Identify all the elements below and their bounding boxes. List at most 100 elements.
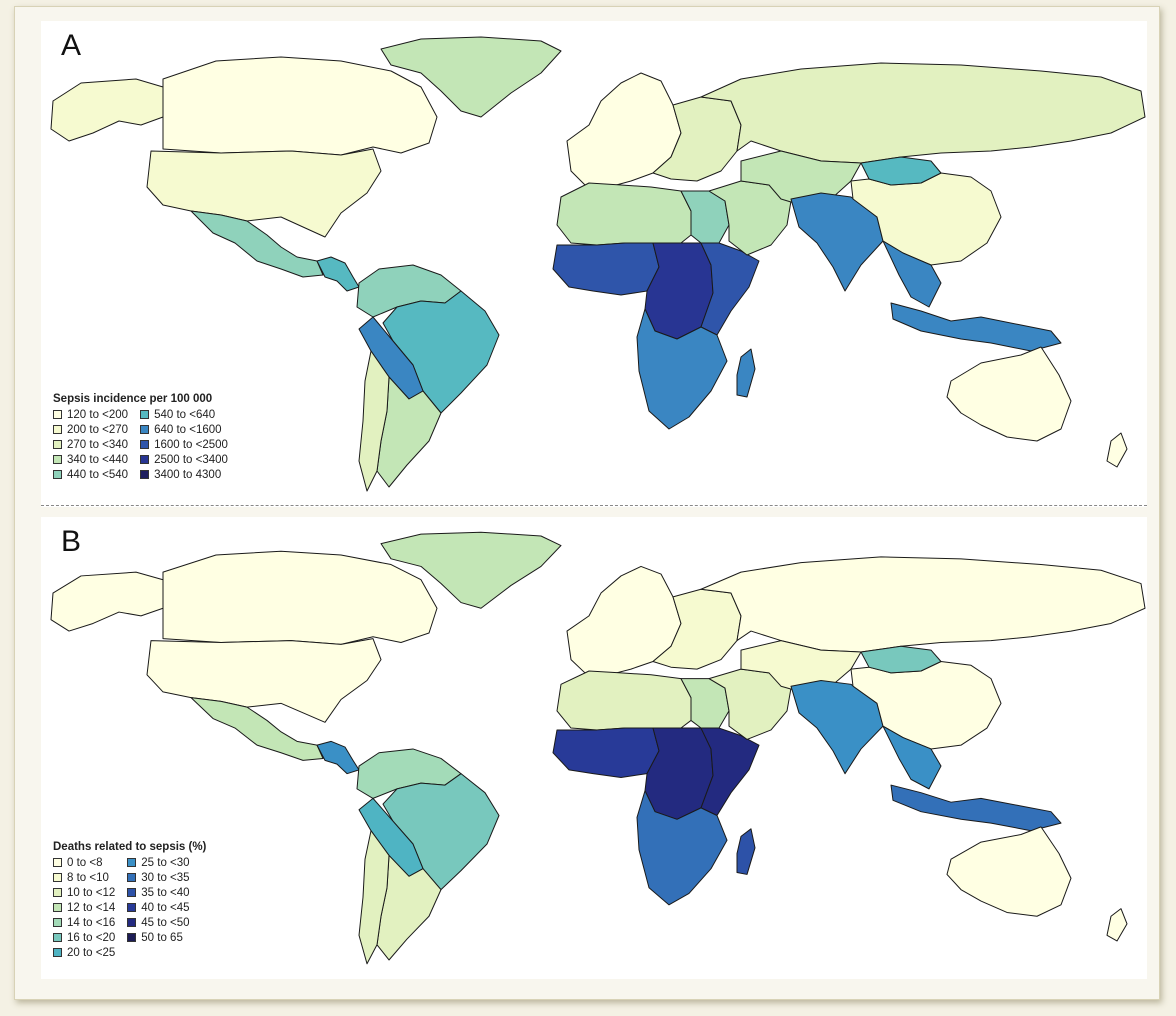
region-usa bbox=[147, 149, 381, 237]
region-new-zealand bbox=[1107, 433, 1127, 467]
legend-swatch bbox=[127, 873, 137, 882]
legend-swatch bbox=[140, 470, 150, 479]
legend-a: Sepsis incidence per 100 000 120 to <200… bbox=[53, 393, 228, 481]
legend-item: 200 to <270 bbox=[53, 423, 128, 436]
region-central-america bbox=[317, 257, 359, 291]
region-greenland bbox=[381, 37, 561, 117]
region-east-africa bbox=[701, 243, 759, 335]
legend-label: 2500 to <3400 bbox=[154, 453, 228, 466]
legend-label: 30 to <35 bbox=[141, 871, 190, 884]
region-usa bbox=[147, 639, 381, 723]
legend-label: 40 to <45 bbox=[141, 901, 190, 914]
legend-label: 340 to <440 bbox=[67, 453, 129, 466]
region-indonesia bbox=[891, 303, 1061, 351]
legend-swatch bbox=[127, 888, 137, 897]
region-north-africa bbox=[557, 183, 691, 245]
panel-b-letter: B bbox=[55, 525, 88, 559]
legend-label: 1600 to <2500 bbox=[154, 438, 228, 451]
legend-label: 14 to <16 bbox=[67, 916, 116, 929]
region-central-america bbox=[317, 741, 359, 773]
legend-swatch bbox=[53, 873, 62, 882]
legend-item: 30 to <35 bbox=[127, 871, 190, 884]
legend-swatch bbox=[127, 933, 137, 942]
legend-item: 340 to <440 bbox=[53, 453, 128, 466]
legend-swatch bbox=[140, 455, 150, 464]
legend-item: 120 to <200 bbox=[53, 408, 128, 421]
legend-item: 1600 to <2500 bbox=[140, 438, 228, 451]
legend-label: 540 to <640 bbox=[154, 408, 216, 421]
legend-b-title: Deaths related to sepsis (%) bbox=[53, 841, 207, 853]
region-new-zealand bbox=[1107, 909, 1127, 941]
legend-label: 0 to <8 bbox=[67, 856, 103, 869]
legend-label: 20 to <25 bbox=[67, 946, 116, 959]
region-greenland bbox=[381, 532, 561, 608]
region-south-asia bbox=[791, 681, 883, 774]
region-southeast-asia bbox=[883, 241, 941, 307]
region-madagascar bbox=[737, 349, 755, 397]
legend-label: 16 to <20 bbox=[67, 931, 116, 944]
region-southern-africa bbox=[637, 791, 727, 905]
region-east-africa bbox=[701, 728, 759, 815]
legend-swatch bbox=[140, 425, 150, 434]
legend-item: 440 to <540 bbox=[53, 468, 128, 481]
legend-item: 8 to <10 bbox=[53, 871, 115, 884]
legend-item: 640 to <1600 bbox=[140, 423, 228, 436]
legend-swatch bbox=[53, 948, 62, 957]
region-alaska bbox=[51, 79, 163, 141]
legend-swatch bbox=[140, 440, 150, 449]
legend-swatch bbox=[127, 858, 137, 867]
legend-item: 45 to <50 bbox=[127, 916, 190, 929]
legend-label: 45 to <50 bbox=[141, 916, 190, 929]
region-mongolia bbox=[861, 646, 941, 673]
region-madagascar bbox=[737, 829, 755, 875]
region-australia bbox=[947, 347, 1071, 441]
legend-swatch bbox=[127, 918, 137, 927]
region-russia bbox=[701, 63, 1145, 163]
legend-swatch bbox=[53, 470, 62, 479]
legend-item: 40 to <45 bbox=[127, 901, 190, 914]
legend-label: 440 to <540 bbox=[67, 468, 129, 481]
legend-item: 20 to <25 bbox=[53, 946, 115, 959]
legend-swatch bbox=[53, 918, 62, 927]
legend-item: 50 to 65 bbox=[127, 931, 189, 944]
legend-label: 50 to 65 bbox=[141, 931, 183, 944]
world-map-b bbox=[41, 517, 1147, 979]
legend-item: 10 to <12 bbox=[53, 886, 115, 899]
legend-label: 200 to <270 bbox=[67, 423, 129, 436]
legend-swatch bbox=[140, 410, 150, 419]
region-south-asia bbox=[791, 193, 883, 291]
world-map-a bbox=[41, 21, 1147, 507]
legend-label: 3400 to 4300 bbox=[154, 468, 222, 481]
legend-swatch bbox=[53, 425, 62, 434]
region-chile bbox=[359, 831, 389, 964]
region-mongolia bbox=[861, 157, 941, 185]
legend-label: 640 to <1600 bbox=[154, 423, 222, 436]
region-north-africa bbox=[557, 671, 691, 730]
legend-label: 10 to <12 bbox=[67, 886, 116, 899]
region-chile bbox=[359, 351, 389, 491]
legend-item: 16 to <20 bbox=[53, 931, 115, 944]
legend-swatch bbox=[53, 888, 62, 897]
legend-b: Deaths related to sepsis (%) 0 to <8 8 to… bbox=[53, 841, 206, 959]
legend-a-title: Sepsis incidence per 100 000 bbox=[53, 393, 213, 405]
region-southern-africa bbox=[637, 309, 727, 429]
legend-item: 3400 to 4300 bbox=[140, 468, 228, 481]
legend-item: 540 to <640 bbox=[140, 408, 228, 421]
region-canada bbox=[163, 57, 437, 155]
legend-label: 25 to <30 bbox=[141, 856, 190, 869]
region-west-africa bbox=[553, 243, 659, 295]
panel-a-sepsis-incidence-map: A Sepsis incidence per 100 000 120 to <2… bbox=[41, 21, 1147, 507]
region-canada bbox=[163, 551, 437, 644]
legend-label: 270 to <340 bbox=[67, 438, 129, 451]
panel-b-sepsis-deaths-map: B Deaths related to sepsis (%) 0 to <8 8 … bbox=[41, 517, 1147, 979]
region-indonesia bbox=[891, 785, 1061, 831]
figure-frame: A Sepsis incidence per 100 000 120 to <2… bbox=[14, 6, 1160, 1000]
legend-swatch bbox=[53, 440, 62, 449]
region-australia bbox=[947, 827, 1071, 916]
legend-item: 0 to <8 bbox=[53, 856, 115, 869]
legend-item: 35 to <40 bbox=[127, 886, 190, 899]
region-southeast-asia bbox=[883, 726, 941, 789]
legend-swatch bbox=[53, 933, 62, 942]
region-alaska bbox=[51, 572, 163, 631]
panel-divider bbox=[41, 505, 1147, 507]
